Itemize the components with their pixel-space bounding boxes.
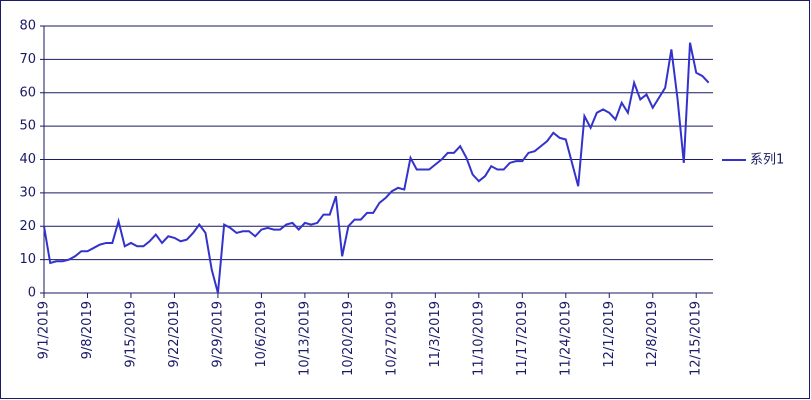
x-tick-label: 11/10/2019 <box>471 301 486 376</box>
legend-label: 系列1 <box>750 153 784 168</box>
x-tick-label: 11/17/2019 <box>515 301 530 376</box>
line-series <box>43 42 710 294</box>
y-tick-label: 50 <box>19 119 36 134</box>
x-tick-label: 11/24/2019 <box>558 301 573 376</box>
y-tick-label: 0 <box>28 286 36 301</box>
x-tick-label: 9/29/2019 <box>210 301 225 368</box>
x-tick-label: 12/1/2019 <box>602 301 617 368</box>
y-tick-label: 10 <box>19 252 36 267</box>
x-tick-label: 10/27/2019 <box>384 301 399 376</box>
x-tick-label: 12/15/2019 <box>689 301 704 376</box>
y-tick-label: 60 <box>19 85 36 100</box>
x-tick-label: 9/1/2019 <box>37 301 52 359</box>
x-tick-label: 12/8/2019 <box>645 301 660 368</box>
y-tick-label: 30 <box>19 185 36 200</box>
y-tick-label: 70 <box>19 52 36 67</box>
x-tick-label: 10/13/2019 <box>297 301 312 376</box>
x-tick-label: 9/22/2019 <box>167 301 182 368</box>
y-tick-label: 20 <box>19 219 36 234</box>
y-tick-label: 40 <box>19 152 36 167</box>
x-tick-label: 10/6/2019 <box>254 301 269 368</box>
y-tick-label: 80 <box>19 19 36 34</box>
x-tick-label: 9/15/2019 <box>123 301 138 368</box>
x-tick-label: 9/8/2019 <box>80 301 95 359</box>
x-tick-label: 11/3/2019 <box>428 301 443 368</box>
x-tick-label: 10/20/2019 <box>341 301 356 376</box>
